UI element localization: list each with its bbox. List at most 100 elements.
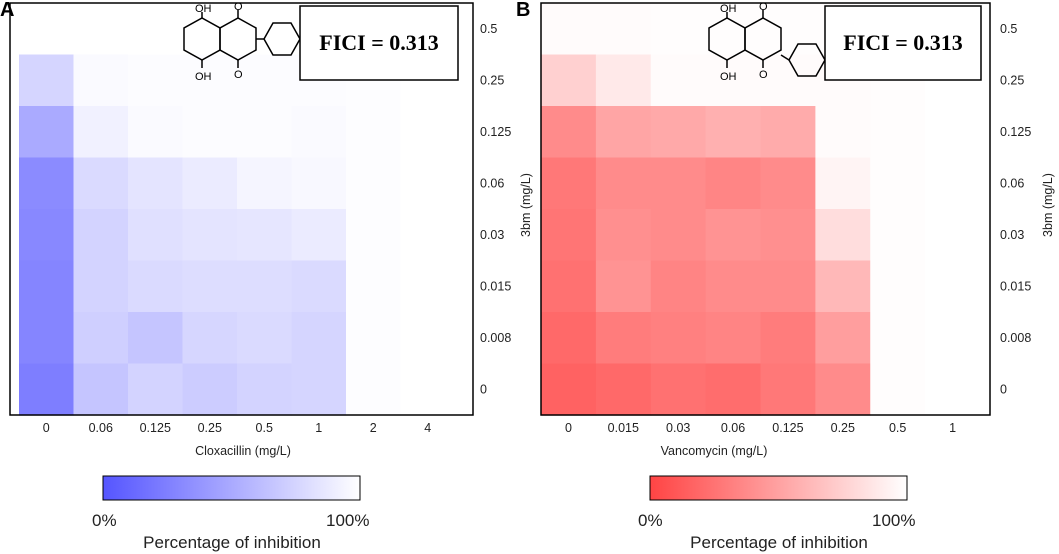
heatmap-b-cell-r5-c4 bbox=[760, 260, 816, 313]
heatmap-b-cell-r4-c0 bbox=[541, 209, 597, 262]
molecule-a-oh-top: OH bbox=[195, 3, 212, 15]
heatmap-a-x-ticks: 0 0.06 0.125 0.25 0.5 1 2 4 bbox=[43, 421, 432, 435]
heatmap-a-cell-r3-c6 bbox=[346, 157, 402, 210]
heatmap-a-cell-r0-c3 bbox=[182, 3, 238, 56]
molecule-a-o-top: O bbox=[234, 1, 243, 13]
heatmap-a-cell-r6-c6 bbox=[346, 312, 402, 365]
heatmap-a-cell-r7-c1 bbox=[73, 363, 129, 416]
heatmap-b-cell-r2-c5 bbox=[815, 106, 871, 159]
heatmap-a-cell-r1-c0 bbox=[19, 54, 75, 107]
heatmap-a-y-tick-0: 0.5 bbox=[480, 22, 497, 36]
legend-b-title: Percentage of inhibition bbox=[690, 533, 868, 552]
heatmap-a-cell-r2-c4 bbox=[237, 106, 293, 159]
heatmap-b-cell-r2-c1 bbox=[595, 106, 652, 159]
heatmap-b-y-label-right: 3bm (mg/L) bbox=[1041, 173, 1055, 237]
heatmap-b-cell-r0-c0 bbox=[541, 3, 597, 56]
heatmap-a-cell-r4-c5 bbox=[291, 209, 347, 262]
legend-a-title: Percentage of inhibition bbox=[143, 533, 321, 552]
heatmap-a-cell-r4-c0 bbox=[19, 209, 75, 262]
heatmap-b-cell-r3-c7 bbox=[925, 157, 981, 210]
heatmap-a-cell-r2-c3 bbox=[182, 106, 238, 159]
heatmap-a-cell-r4-c6 bbox=[346, 209, 402, 262]
heatmap-a-cell-r7-c7 bbox=[400, 363, 456, 416]
heatmap-b-x-ticks: 0 0.015 0.03 0.06 0.125 0.25 0.5 1 bbox=[565, 421, 956, 435]
heatmap-b-y-tick-7: 0 bbox=[1000, 382, 1007, 396]
heatmap-a-cell-r5-c6 bbox=[346, 260, 402, 313]
heatmap-a-x-label: Cloxacillin (mg/L) bbox=[195, 444, 291, 458]
heatmap-b-x-tick-0: 0 bbox=[565, 421, 572, 435]
heatmap-a-cell-r6-c7 bbox=[400, 312, 456, 365]
heatmap-b-x-label: Vancomycin (mg/L) bbox=[661, 444, 768, 458]
heatmap-a-cell-r7-c2 bbox=[128, 363, 184, 416]
legend-a-min: 0% bbox=[92, 511, 117, 530]
heatmap-b-cell-r4-c6 bbox=[870, 209, 926, 262]
heatmap-b-cells bbox=[541, 3, 981, 416]
heatmap-a-cell-r6-c2 bbox=[128, 312, 184, 365]
heatmap-a-cell-r1-c2 bbox=[128, 54, 184, 107]
heatmap-b-cell-r0-c4 bbox=[760, 3, 816, 56]
heatmap-a-cell-r3-c4 bbox=[237, 157, 293, 210]
legend-b-min: 0% bbox=[638, 511, 663, 530]
heatmap-a-cell-r3-c0 bbox=[19, 157, 75, 210]
heatmap-a-x-tick-0: 0 bbox=[43, 421, 50, 435]
heatmap-a-cell-r5-c2 bbox=[128, 260, 184, 313]
heatmap-a-cell-r2-c1 bbox=[73, 106, 129, 159]
heatmap-a-cell-r6-c3 bbox=[182, 312, 238, 365]
heatmap-b-cell-r1-c1 bbox=[595, 54, 652, 107]
heatmap-a-cell-r7-c3 bbox=[182, 363, 238, 416]
heatmap-a-cell-r7-c6 bbox=[346, 363, 402, 416]
heatmap-a-cell-r5-c1 bbox=[73, 260, 129, 313]
panel-b: B 0 0.015 0.03 0.06 0.125 0.25 0.5 1 0.5 0.25 0.1… bbox=[516, 0, 1055, 552]
heatmap-b-cell-r0-c1 bbox=[595, 3, 652, 56]
heatmap-a-cell-r2-c5 bbox=[291, 106, 347, 159]
heatmap-a-cell-r5-c3 bbox=[182, 260, 238, 313]
heatmap-a-cell-r2-c7 bbox=[400, 106, 456, 159]
fici-box-a bbox=[299, 5, 459, 81]
heatmap-a-y-tick-7: 0 bbox=[480, 382, 487, 396]
molecule-a-o-bottom: O bbox=[234, 69, 243, 81]
heatmap-a-cell-r6-c4 bbox=[237, 312, 293, 365]
heatmap-b-frame bbox=[540, 2, 991, 416]
heatmap-a-y-tick-3: 0.06 bbox=[480, 176, 504, 190]
heatmap-b-cell-r1-c2 bbox=[650, 54, 707, 107]
heatmap-b-x-tick-4: 0.125 bbox=[772, 421, 803, 435]
heatmap-b-cell-r6-c2 bbox=[650, 312, 707, 365]
molecule-a-oh-bottom: OH bbox=[195, 71, 212, 83]
heatmap-a-cell-r2-c2 bbox=[128, 106, 184, 159]
heatmap-a-cell-r0-c1 bbox=[73, 3, 129, 56]
heatmap-a-x-tick-5: 1 bbox=[315, 421, 322, 435]
heatmap-a-cell-r5-c7 bbox=[400, 260, 456, 313]
heatmap-b-cell-r3-c2 bbox=[650, 157, 707, 210]
heatmap-a-cell-r4-c4 bbox=[237, 209, 293, 262]
heatmap-b-cell-r3-c3 bbox=[705, 157, 762, 210]
heatmap-b-cell-r7-c0 bbox=[541, 363, 597, 416]
heatmap-b-cell-r5-c7 bbox=[925, 260, 981, 313]
heatmap-b-cell-r4-c3 bbox=[705, 209, 762, 262]
heatmap-b-cell-r2-c4 bbox=[760, 106, 816, 159]
heatmap-a-cell-r0-c4 bbox=[237, 3, 293, 56]
heatmap-b-cell-r4-c5 bbox=[815, 209, 871, 262]
heatmap-b-cell-r5-c1 bbox=[595, 260, 652, 313]
heatmap-b-cell-r3-c0 bbox=[541, 157, 597, 210]
heatmap-a-cell-r3-c7 bbox=[400, 157, 456, 210]
heatmap-b-cell-r4-c1 bbox=[595, 209, 652, 262]
heatmap-a-y-tick-4: 0.03 bbox=[480, 228, 504, 242]
heatmap-b-x-tick-1: 0.015 bbox=[608, 421, 639, 435]
heatmap-a-y-tick-6: 0.008 bbox=[480, 331, 511, 345]
legend-a-max: 100% bbox=[326, 511, 369, 530]
heatmap-b-cell-r3-c4 bbox=[760, 157, 816, 210]
molecule-b-oh-bottom: OH bbox=[720, 71, 737, 83]
heatmap-a-cell-r6-c5 bbox=[291, 312, 347, 365]
heatmap-a-cell-r4-c1 bbox=[73, 209, 129, 262]
heatmap-a-cell-r4-c2 bbox=[128, 209, 184, 262]
panel-a-letter: A bbox=[0, 0, 14, 21]
heatmap-b-y-tick-6: 0.008 bbox=[1000, 331, 1031, 345]
heatmap-b-cell-r2-c7 bbox=[925, 106, 981, 159]
heatmap-b-y-tick-1: 0.25 bbox=[1000, 73, 1024, 87]
heatmap-b-x-tick-3: 0.06 bbox=[721, 421, 745, 435]
heatmap-a-cell-r3-c3 bbox=[182, 157, 238, 210]
heatmap-b-cell-r4-c4 bbox=[760, 209, 816, 262]
heatmap-b-cell-r3-c6 bbox=[870, 157, 926, 210]
heatmap-b-cell-r7-c4 bbox=[760, 363, 816, 416]
